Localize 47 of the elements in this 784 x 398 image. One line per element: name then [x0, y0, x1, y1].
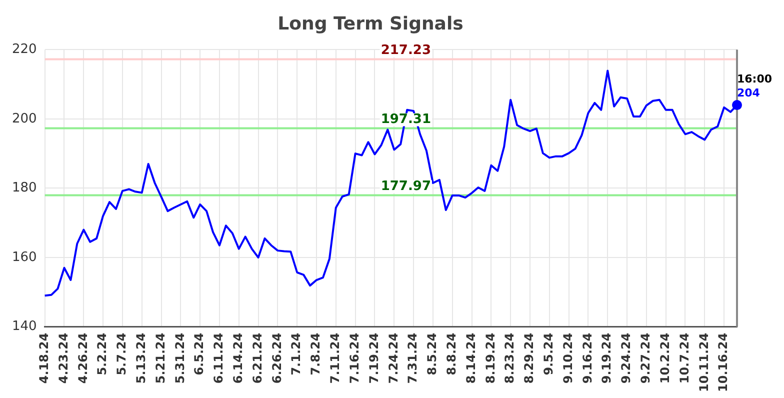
x-tick-label: 5.7.24 [114, 332, 129, 376]
x-tick-label: 5.31.24 [172, 332, 187, 384]
x-tick-label: 9.27.24 [638, 332, 653, 384]
x-tick-label: 4.18.24 [36, 332, 51, 384]
x-tick-label: 6.14.24 [231, 332, 246, 384]
x-tick-label: 4.26.24 [76, 332, 90, 384]
x-tick-label: 7.8.24 [308, 332, 323, 376]
x-tick-label: 10.7.24 [677, 332, 692, 384]
x-tick-label: 7.19.24 [366, 332, 381, 384]
x-tick-label: 7.31.24 [406, 332, 420, 384]
y-tick-label: 200 [12, 111, 37, 126]
y-tick-label: 220 [12, 42, 37, 57]
y-tick-label: 140 [12, 319, 37, 334]
x-tick-label: 5.21.24 [153, 332, 168, 384]
x-tick-label: 10.2.24 [658, 332, 672, 384]
x-tick-label: 7.24.24 [386, 332, 400, 384]
x-tick-label: 7.16.24 [347, 332, 362, 384]
data-label: 204 [737, 86, 760, 100]
x-tick-label: 9.24.24 [619, 332, 634, 384]
y-tick-label: 180 [12, 180, 37, 196]
x-tick-label: 9.19.24 [600, 332, 614, 384]
x-tick-label: 9.16.24 [580, 332, 594, 384]
x-tick-label: 9.10.24 [560, 332, 575, 384]
x-tick-label: 7.1.24 [289, 332, 304, 376]
x-tick-label: 6.21.24 [250, 332, 264, 384]
ref-line-label: 197.31 [380, 112, 431, 128]
x-tick-label: 6.26.24 [270, 332, 284, 384]
y-tick-label: 160 [12, 250, 37, 265]
annotation: 16:00 [737, 72, 772, 86]
x-tick-label: 9.5.24 [542, 332, 556, 376]
x-tick-label: 4.23.24 [56, 332, 70, 384]
ref-line-label: 177.97 [380, 179, 431, 194]
x-tick-label: 6.11.24 [212, 332, 226, 384]
x-tick-label: 8.19.24 [483, 332, 498, 384]
x-tick-label: 5.2.24 [95, 332, 110, 376]
x-tick-label: 10.16.24 [716, 332, 730, 392]
x-tick-label: 8.29.24 [522, 332, 536, 384]
ref-line-label: 217.23 [380, 43, 431, 58]
x-tick-label: 10.11.24 [696, 332, 711, 392]
x-tick-label: 5.13.24 [134, 332, 148, 384]
x-tick-label: 8.23.24 [502, 332, 517, 384]
x-tick-label: 6.5.24 [192, 332, 206, 376]
x-tick-label: 8.8.24 [444, 332, 458, 376]
x-tick-label: 8.5.24 [425, 332, 440, 376]
x-tick-label: 7.11.24 [328, 332, 342, 384]
x-tick-label: 8.14.24 [464, 332, 478, 384]
chart-title: Long Term Signals [278, 13, 464, 34]
